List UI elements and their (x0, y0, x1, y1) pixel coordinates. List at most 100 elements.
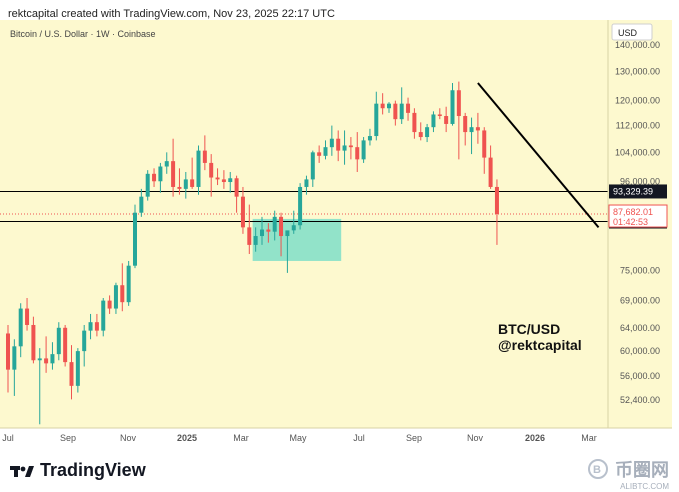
candle[interactable] (425, 123, 430, 143)
candle[interactable] (177, 168, 182, 195)
candle[interactable] (56, 322, 61, 361)
candle-body (336, 138, 341, 151)
candle[interactable] (482, 127, 487, 174)
candle[interactable] (399, 87, 404, 124)
candle-body (285, 230, 290, 237)
candle[interactable] (304, 175, 309, 195)
candle[interactable] (329, 125, 334, 156)
candle[interactable] (63, 324, 68, 367)
level-lines-layer (0, 190, 608, 223)
candle[interactable] (215, 168, 220, 186)
candle[interactable] (190, 157, 195, 189)
candle[interactable] (158, 162, 163, 193)
candle[interactable] (152, 168, 157, 187)
candle-body (310, 152, 315, 180)
candle[interactable] (171, 138, 176, 197)
candle[interactable] (374, 91, 379, 141)
candle[interactable] (253, 227, 258, 252)
candle[interactable] (50, 342, 55, 370)
candle[interactable] (196, 145, 201, 195)
tradingview-brand[interactable]: TradingView (10, 460, 146, 481)
candle[interactable] (113, 282, 118, 314)
candle[interactable] (202, 135, 207, 171)
candle[interactable] (342, 130, 347, 165)
candle[interactable] (209, 154, 214, 197)
candle[interactable] (488, 145, 493, 189)
current-price-tag[interactable] (608, 204, 668, 228)
candle[interactable] (317, 145, 322, 163)
candle[interactable] (387, 102, 391, 113)
candle[interactable] (25, 297, 30, 331)
candle[interactable] (82, 324, 87, 367)
candle[interactable] (94, 313, 99, 337)
candle[interactable] (456, 81, 461, 160)
candle[interactable] (240, 186, 245, 234)
currency-selector[interactable] (611, 23, 653, 41)
candle[interactable] (266, 223, 271, 243)
candle[interactable] (310, 150, 315, 187)
candle[interactable] (323, 140, 328, 160)
candle[interactable] (145, 170, 150, 201)
candle[interactable] (494, 179, 499, 245)
candle[interactable] (463, 112, 468, 146)
candle[interactable] (44, 336, 49, 373)
candle[interactable] (12, 339, 17, 396)
candle[interactable] (228, 171, 233, 193)
level-price-tag-1[interactable] (609, 184, 667, 199)
candle[interactable] (183, 171, 188, 199)
candle[interactable] (126, 260, 131, 306)
candle-body (139, 196, 144, 213)
candle[interactable] (31, 316, 36, 364)
candle-body (152, 173, 157, 182)
candle[interactable] (380, 93, 385, 115)
candle[interactable] (298, 183, 303, 230)
currency-label[interactable]: USD (618, 28, 638, 38)
candle[interactable] (272, 210, 277, 241)
candle[interactable] (6, 324, 10, 393)
trendline[interactable] (477, 82, 600, 229)
candle[interactable] (450, 83, 455, 126)
candle[interactable] (412, 108, 417, 139)
candle[interactable] (336, 130, 341, 162)
candle[interactable] (139, 188, 144, 217)
candle[interactable] (37, 348, 42, 425)
candle[interactable] (164, 152, 169, 174)
candle[interactable] (437, 108, 442, 120)
candle[interactable] (444, 106, 449, 133)
candle-body (463, 116, 468, 133)
candle[interactable] (18, 303, 23, 358)
candle[interactable] (279, 212, 284, 257)
candle[interactable] (107, 295, 112, 314)
candle[interactable] (406, 97, 411, 121)
candle[interactable] (75, 348, 80, 393)
candle-body (234, 178, 239, 197)
candle[interactable] (133, 204, 137, 269)
candle-body (37, 358, 42, 361)
candle[interactable] (418, 122, 423, 141)
candle[interactable] (393, 100, 398, 126)
candle[interactable] (348, 137, 353, 160)
candle[interactable] (247, 204, 252, 254)
candle[interactable] (88, 313, 93, 340)
candle-body (348, 145, 353, 148)
candle[interactable] (291, 210, 296, 234)
watermark-text: 币圈网 (615, 460, 669, 480)
candle[interactable] (234, 175, 239, 213)
trendline-layer[interactable] (477, 82, 600, 229)
candle[interactable] (221, 170, 226, 189)
time-axis[interactable]: Jul Sep Nov 2025 Mar May Jul Sep Nov 2026 Mar (2, 433, 597, 443)
candle[interactable] (431, 111, 436, 133)
candle[interactable] (469, 117, 474, 155)
candle[interactable] (355, 132, 360, 172)
candle-body (247, 227, 252, 245)
candle[interactable] (120, 263, 125, 312)
candle[interactable] (475, 112, 480, 144)
candle[interactable] (361, 137, 366, 163)
candle[interactable] (367, 128, 372, 146)
candle[interactable] (101, 297, 106, 337)
candle[interactable] (285, 230, 290, 273)
candle[interactable] (260, 216, 264, 245)
candle[interactable] (69, 345, 74, 400)
price-axis[interactable]: USD 52,400.00 56,000.00 60,000.00 64,000.00 6… (608, 23, 668, 405)
